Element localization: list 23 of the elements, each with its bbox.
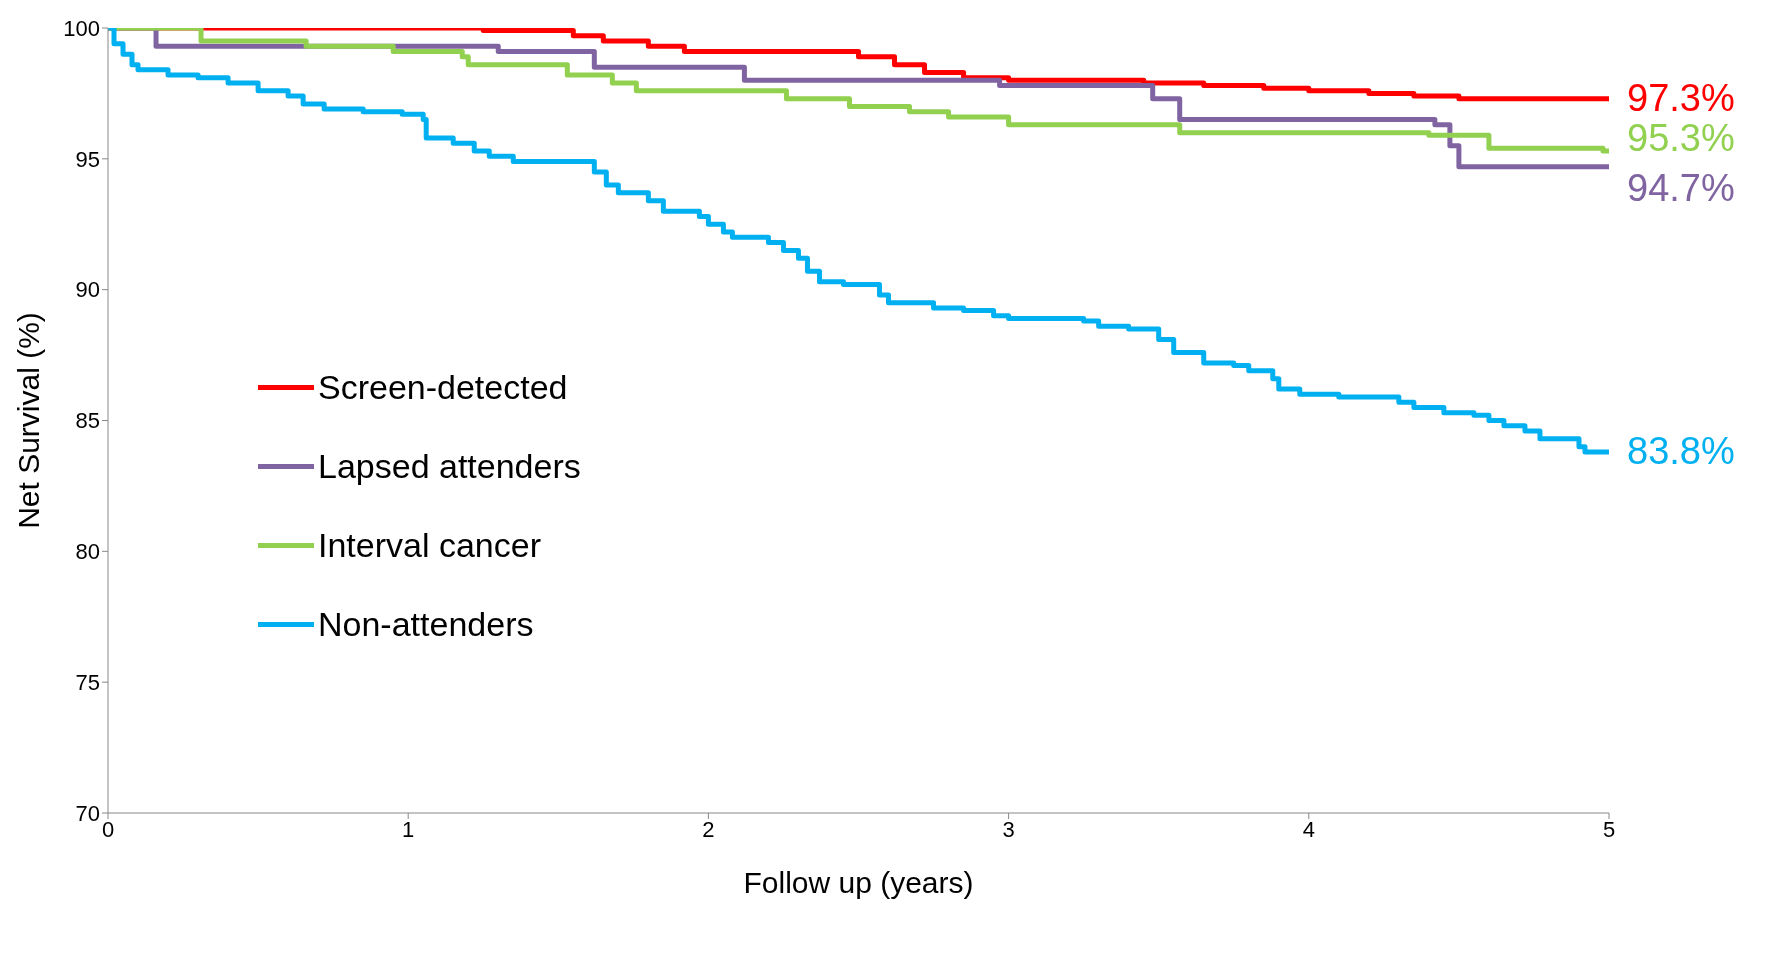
x-tick-label: 2 — [702, 816, 715, 842]
legend-label: Lapsed attenders — [318, 447, 581, 486]
legend-label: Non-attenders — [318, 605, 534, 644]
y-tick-label: 90 — [75, 277, 100, 303]
legend-label: Screen-detected — [318, 368, 568, 407]
data-label: 94.7% — [1627, 166, 1735, 209]
legend-label: Interval cancer — [318, 526, 541, 565]
y-tick-label: 75 — [75, 669, 100, 695]
y-tick-label: 85 — [75, 408, 100, 434]
y-tick-label: 80 — [75, 539, 100, 565]
data-label: 97.3% — [1627, 76, 1735, 119]
x-axis-title: Follow up (years) — [743, 866, 974, 899]
y-axis-title: Net Survival (%) — [11, 312, 45, 529]
x-tick-label: 4 — [1302, 816, 1315, 842]
y-tick-label: 70 — [75, 800, 100, 826]
data-label: 83.8% — [1627, 429, 1735, 472]
y-tick-label: 95 — [75, 146, 100, 172]
x-tick-label: 5 — [1602, 816, 1616, 842]
x-tick-label: 1 — [402, 816, 415, 842]
data-label: 95.3% — [1627, 116, 1735, 159]
x-tick-label: 0 — [101, 816, 115, 842]
y-tick-label: 100 — [63, 15, 100, 41]
x-tick-label: 3 — [1002, 816, 1015, 842]
